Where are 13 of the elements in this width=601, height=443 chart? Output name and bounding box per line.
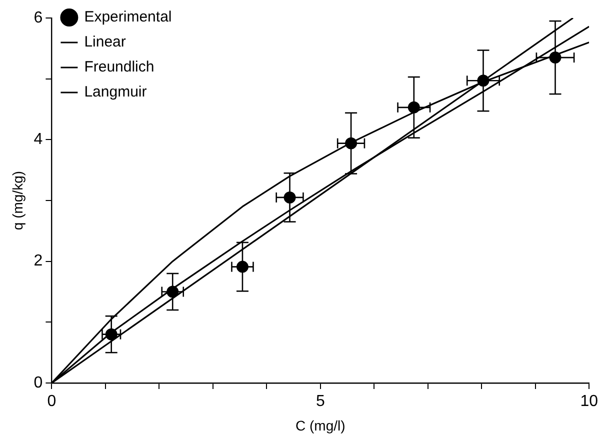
legend-label: Freundlich [84, 58, 154, 76]
y-tick-label: 4 [34, 131, 43, 148]
legend-label: Langmuir [84, 84, 147, 101]
x-tick-label: 5 [316, 393, 325, 410]
y-axis-title: q (mg/kg) [9, 170, 26, 230]
legend-label: Experimental [84, 8, 172, 26]
x-tick-label: 10 [580, 393, 598, 410]
y-tick-label: 2 [34, 252, 43, 270]
x-tick-label: 0 [47, 393, 56, 410]
legend-label: Linear [84, 34, 126, 51]
x-axis-title: C (mg/l) [296, 417, 346, 434]
y-tick-label: 6 [34, 9, 43, 26]
y-tick-label: 0 [34, 374, 43, 392]
